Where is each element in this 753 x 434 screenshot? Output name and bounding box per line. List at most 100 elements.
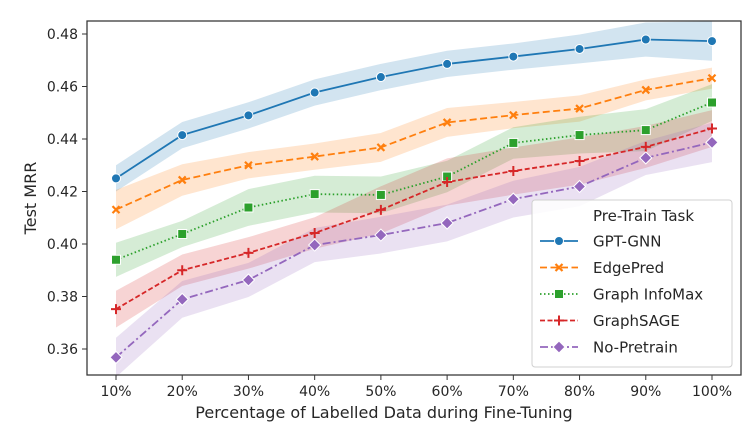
x-axis: 10% 20% 30% 40% 50% 60% 70% 80% 90% 100% <box>100 375 732 400</box>
confidence-band-edgepred <box>116 67 712 230</box>
plot-frame <box>86 20 742 376</box>
x-tick-label: 40% <box>299 384 330 400</box>
series-line-edgepred <box>115 77 713 211</box>
x-tick-label: 10% <box>100 384 131 400</box>
data-point <box>375 72 386 83</box>
x-tick-label: 50% <box>365 384 396 400</box>
series-line-gpt-gnn <box>115 38 713 180</box>
x-tick-label: 80% <box>564 384 595 400</box>
data-point <box>442 118 452 127</box>
y-tick-label: 0.46 <box>47 80 78 96</box>
legend-item: EdgePred <box>540 259 664 277</box>
data-point <box>177 130 188 141</box>
data-point <box>574 156 585 167</box>
data-point <box>376 143 386 152</box>
legend-marker <box>554 289 564 299</box>
data-point <box>442 177 453 188</box>
data-point <box>243 110 254 121</box>
confidence-band-gpt-gnn <box>116 21 712 192</box>
y-axis: 0.36 0.38 0.40 0.42 0.44 0.46 0.48 <box>47 27 87 358</box>
data-point <box>574 43 585 54</box>
data-point <box>177 265 188 276</box>
data-point <box>508 137 519 148</box>
legend-items: GPT-GNN EdgePred Graph InfoMax GraphSAGE No-… <box>540 233 703 357</box>
data-point <box>572 179 587 194</box>
confidence-bands <box>116 21 712 378</box>
x-axis-label: Percentage of Labelled Data during Fine-… <box>195 403 572 422</box>
data-point <box>509 110 518 120</box>
data-point <box>307 238 322 252</box>
x-tick-label: 20% <box>167 384 198 400</box>
data-point <box>177 229 188 240</box>
legend-item: No-Pretrain <box>540 339 678 357</box>
legend-marker <box>554 263 564 272</box>
data-point <box>440 216 454 230</box>
data-point <box>243 247 254 258</box>
data-point <box>442 58 453 69</box>
series-markers <box>109 34 719 365</box>
legend-title: Pre-Train Task <box>593 207 694 225</box>
legend-label: GPT-GNN <box>593 233 661 251</box>
data-point <box>310 152 319 161</box>
legend-label: EdgePred <box>593 259 664 277</box>
data-point <box>639 151 653 165</box>
y-tick-label: 0.42 <box>47 185 78 201</box>
confidence-band-graphsage <box>116 110 712 328</box>
legend-label: Graph InfoMax <box>593 286 703 304</box>
data-point <box>705 135 719 150</box>
data-point <box>375 189 386 200</box>
legend-marker <box>554 236 564 246</box>
series-lines <box>115 38 713 359</box>
x-tick-label: 100% <box>692 384 732 400</box>
data-point <box>374 228 388 242</box>
confidence-band-graph-infomax <box>116 84 712 277</box>
legend-label: No-Pretrain <box>593 339 678 357</box>
confidence-band-no-pretrain <box>116 122 712 378</box>
data-point <box>111 173 121 184</box>
data-point <box>640 141 651 152</box>
data-point <box>375 204 386 215</box>
legend-item: GPT-GNN <box>540 233 661 251</box>
data-point <box>177 175 187 185</box>
legend-item: GraphSAGE <box>540 312 680 330</box>
data-point <box>506 192 521 206</box>
data-point <box>707 36 717 47</box>
x-tick-label: 90% <box>630 384 661 400</box>
legend-marker <box>552 340 566 354</box>
y-tick-label: 0.38 <box>47 290 78 306</box>
x-tick-label: 30% <box>233 384 264 400</box>
y-tick-label: 0.48 <box>47 27 78 43</box>
data-point <box>640 125 651 136</box>
data-point <box>111 205 121 214</box>
x-tick-label: 60% <box>432 384 463 400</box>
data-point <box>309 227 320 238</box>
y-tick-label: 0.36 <box>47 342 78 358</box>
data-point <box>641 85 651 95</box>
y-tick-label: 0.40 <box>47 237 78 253</box>
legend-label: GraphSAGE <box>593 312 680 330</box>
data-point <box>508 166 519 177</box>
data-point <box>508 51 519 62</box>
series-line-no-pretrain <box>115 141 713 359</box>
data-point <box>175 292 189 307</box>
data-point <box>309 87 320 98</box>
y-axis-label: Test MRR <box>21 162 40 236</box>
data-point <box>243 202 254 213</box>
legend: Pre-Train Task GPT-GNN EdgePred Graph Info… <box>531 199 733 368</box>
data-point <box>707 123 717 134</box>
data-point <box>111 254 121 265</box>
data-point <box>309 189 320 200</box>
data-point <box>109 350 123 365</box>
y-tick-label: 0.44 <box>47 132 78 148</box>
legend-box <box>531 199 733 368</box>
data-point <box>574 130 585 141</box>
data-point <box>707 73 717 83</box>
legend-marker <box>554 315 564 326</box>
data-point <box>111 304 121 315</box>
data-point <box>244 160 253 170</box>
data-point <box>575 104 584 113</box>
legend-item: Graph InfoMax <box>540 286 703 304</box>
data-point <box>640 34 651 45</box>
data-point <box>707 97 717 108</box>
